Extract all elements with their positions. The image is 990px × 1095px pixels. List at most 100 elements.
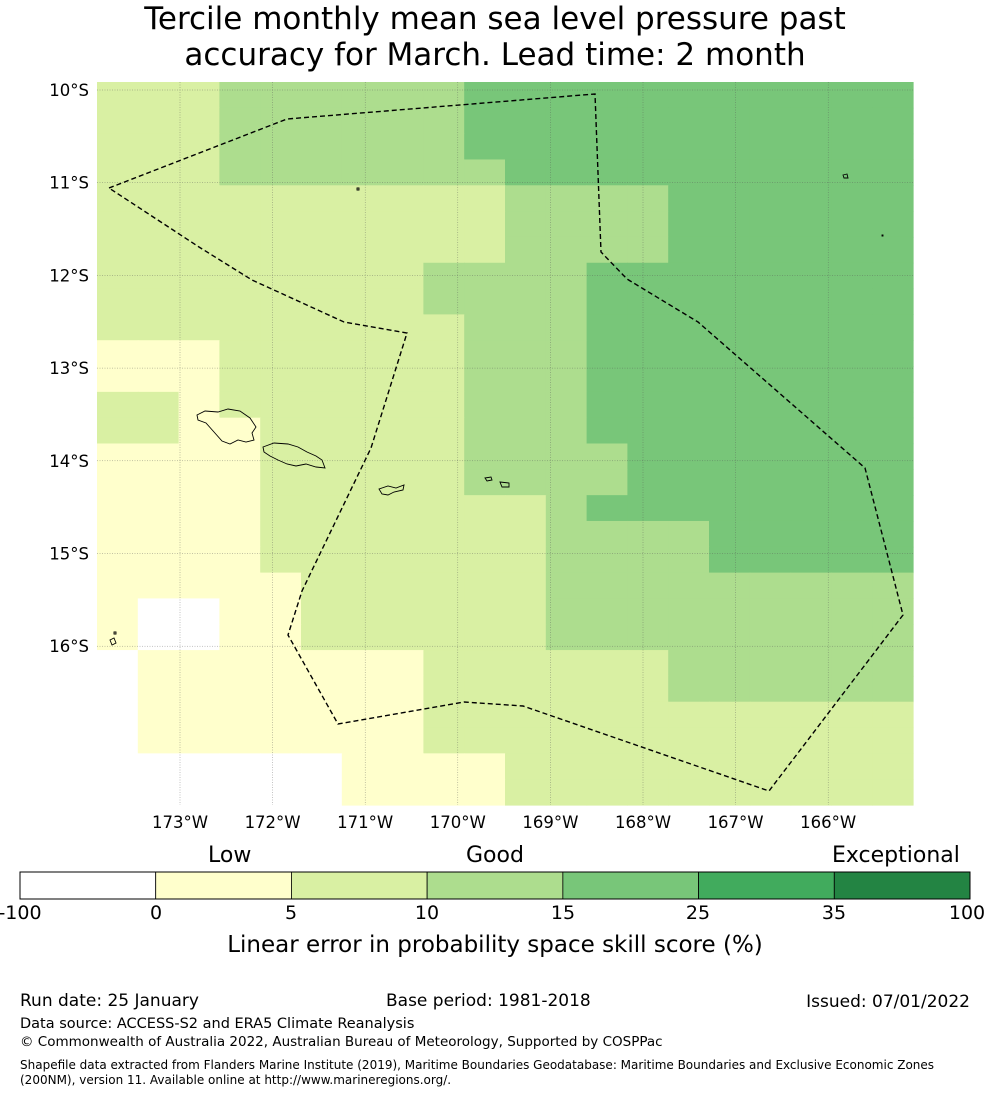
grid-cell [423,211,465,238]
grid-cell [464,650,506,677]
grid-cell [831,82,873,109]
colorbar-segment [426,871,564,900]
grid-cell [709,675,751,703]
grid-cell [627,391,669,419]
grid-cell [790,159,832,186]
grid-cell [137,753,180,780]
grid-cell [382,262,424,290]
grid-cell [872,211,914,238]
grid-cell [219,159,261,186]
grid-cell [627,650,669,677]
grid-cell [301,391,343,419]
grid-cell [790,288,832,315]
grid-cell [831,650,873,677]
grid-cell [341,598,384,625]
grid-cell [872,598,914,625]
grid-cell [464,211,506,238]
grid-cell [545,107,588,135]
grid-cell [831,753,873,780]
grid-cell [219,650,261,677]
grid-cell [668,133,710,161]
grid-cell [301,727,343,754]
grid-cell [219,546,261,574]
colorbar-tick: -100 [0,902,42,924]
grid-cell [545,701,588,729]
longitude-label: 166°W [800,813,856,832]
grid-cell [260,262,302,290]
grid-cell [301,753,343,780]
issued-date: Issued: 07/01/2022 [806,992,970,1012]
grid-cell [749,314,792,341]
grid-cell [545,236,588,264]
grid-cell [749,546,792,574]
grid-cell [790,546,832,574]
grid-cell [709,701,751,729]
grid-cell [627,572,669,600]
grid-cell [341,340,384,367]
grid-cell [178,546,220,574]
grid-cell [178,443,220,470]
grid-cell [178,727,220,754]
grid-cell [341,675,384,703]
grid-cell [790,624,832,651]
colorbar-frame [19,871,971,900]
grid-cell [709,236,751,264]
grid-cell [586,546,628,574]
grid-cell [260,340,302,367]
grid-cell [831,159,873,186]
grid-cell [178,650,220,677]
grid-cell [260,675,302,703]
grid-cell [505,753,547,780]
grid-cell [627,495,669,522]
grid-cell [790,598,832,625]
grid-cell [505,211,547,238]
grid-cell [382,443,424,470]
grid-cell [341,572,384,600]
grid-cell [137,469,180,496]
grid-cell [464,288,506,315]
grid-cell [668,340,710,367]
grid-cell [627,159,669,186]
grid-cell [586,159,628,186]
grid-cell [627,469,669,496]
grid-cell [137,495,180,522]
grid-cell [586,727,628,754]
grid-cell [178,495,220,522]
grid-cell [301,417,343,445]
grid-cell [749,753,792,780]
grid-cell [382,546,424,574]
map-title-line-1: Tercile monthly mean sea level pressure … [144,1,846,37]
grid-cell [749,262,792,290]
grid-cell [260,624,302,651]
skill-grid [97,82,914,806]
grid-cell [97,236,139,264]
grid-cell [382,314,424,341]
grid-cell [709,753,751,780]
grid-cell [464,443,506,470]
grid-cell [586,701,628,729]
grid-cell [545,727,588,754]
grid-cell [219,753,261,780]
grid-cell [545,211,588,238]
grid-cell [790,340,832,367]
grid-cell [219,624,261,651]
grid-cell [872,701,914,729]
grid-cell [137,546,180,574]
grid-cell [668,443,710,470]
grid-cell [178,598,220,625]
grid-cell [219,236,261,264]
grid-cell [505,236,547,264]
grid-cell [382,82,424,109]
grid-cell [668,520,710,548]
grid-cell [423,624,465,651]
colorbar-segment [155,871,292,900]
latitude-label: 15°S [49,545,89,564]
grid-cell [749,366,792,393]
island-tutuila [378,484,405,496]
grid-cell [464,701,506,729]
grid-cell [137,133,180,161]
grid-cell [178,701,220,729]
grid-cell [627,520,669,548]
grid-cell [668,107,710,135]
